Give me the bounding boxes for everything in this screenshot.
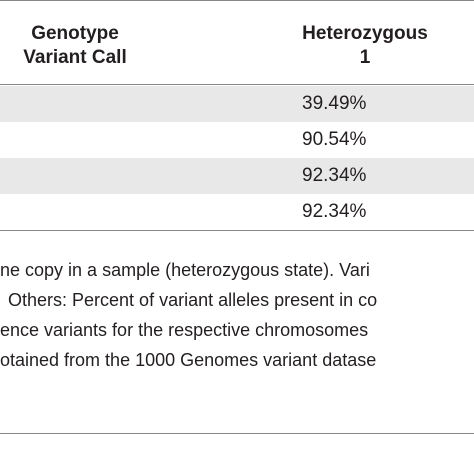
footnote-line: ence variants for the respective chromos…	[0, 320, 369, 340]
table-row: 92.34%	[0, 158, 474, 194]
cell: 92.34%	[302, 165, 367, 186]
header-cell: Heterozygous 1	[280, 22, 450, 70]
table-row: 90.54%	[0, 122, 474, 158]
table-row: 39.49%	[0, 86, 474, 122]
footer-rule	[0, 433, 474, 434]
header-rule	[0, 84, 474, 85]
footnote-line: otained from the 1000 Genomes variant da…	[0, 350, 377, 370]
header-line: Variant Call	[23, 47, 127, 68]
header-line: 1	[359, 47, 371, 68]
footnote-line: Others: Percent of variant alleles prese…	[8, 290, 378, 310]
header-line: Heterozygous	[302, 23, 428, 44]
header-cell: Genotype Variant Call	[0, 22, 150, 70]
cell: 92.34%	[302, 201, 367, 222]
cell: 90.54%	[302, 129, 367, 150]
table-bottom-rule	[0, 230, 474, 231]
cell: 39.49%	[302, 93, 367, 114]
top-rule	[0, 0, 474, 1]
table-row: 92.34%	[0, 194, 474, 230]
header-line: Genotype	[31, 23, 119, 44]
footnote-line: ne copy in a sample (heterozygous state)…	[0, 260, 370, 280]
